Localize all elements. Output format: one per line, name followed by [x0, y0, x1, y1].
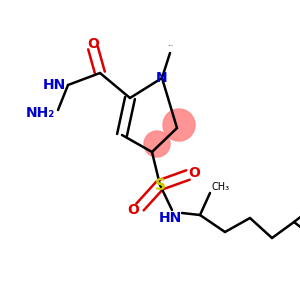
- Text: O: O: [127, 203, 139, 217]
- Circle shape: [163, 109, 195, 141]
- Text: S: S: [154, 178, 166, 193]
- Text: methyl: methyl: [169, 44, 173, 46]
- Text: NH₂: NH₂: [26, 106, 55, 120]
- Text: CH₃: CH₃: [212, 182, 230, 192]
- Text: HN: HN: [43, 78, 66, 92]
- Text: N: N: [156, 71, 168, 85]
- Text: O: O: [87, 37, 99, 51]
- Text: O: O: [188, 166, 200, 180]
- Text: HN: HN: [158, 211, 182, 225]
- Circle shape: [144, 131, 170, 157]
